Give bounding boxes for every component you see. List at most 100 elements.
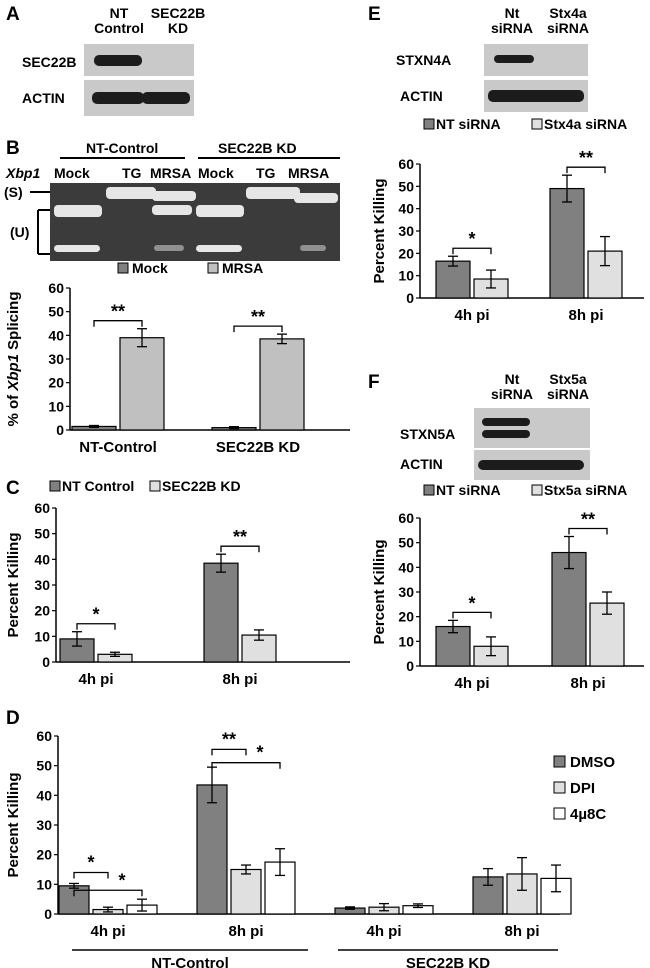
legend-swatch [149, 480, 161, 492]
xbp1-gel-image [50, 183, 340, 261]
bar [196, 784, 228, 915]
lane-label-mock: Mock [198, 165, 234, 181]
y-tick-label: 20 [34, 603, 50, 619]
panel-letter-e: E [368, 4, 381, 25]
significance-bracket [452, 611, 492, 619]
y-tick-label: 40 [398, 559, 414, 575]
significance-label: * [92, 605, 99, 625]
y-axis-label: Percent Killing [5, 772, 22, 877]
y-tick-label: 60 [48, 280, 64, 296]
bar [549, 187, 585, 299]
y-tick-label: 30 [398, 584, 414, 600]
gel-band [106, 187, 156, 199]
xbp1-splicing-chart: 0 10 20 30 40 50 60 % of Xbp1 Splicing NT-Contro… [5, 262, 350, 456]
significance-label: * [468, 229, 475, 249]
significance-label: ** [251, 307, 265, 327]
y-tick-label: 10 [36, 876, 52, 892]
western-blot-stxn5a [474, 408, 590, 448]
gel-band [196, 245, 242, 252]
gel-band [196, 205, 244, 217]
legend-label: Mock [132, 262, 168, 276]
percent-killing-chart-d: 0 10 20 30 40 50 60 Percent Killing 4h pi 8h pi 4h… [5, 728, 615, 968]
legend-label: NT Control [62, 478, 134, 494]
group-label-nt-control: NT-Control [86, 140, 159, 156]
blot-band [488, 90, 584, 102]
significance-bracket [76, 623, 116, 630]
significance-label: ** [111, 302, 125, 322]
col-label-nt-sirna: Nt siRNA [490, 371, 533, 402]
significance-bracket [452, 247, 492, 255]
y-tick-label: 30 [398, 223, 414, 239]
y-axis-label: Percent Killing [371, 178, 388, 283]
x-tick-label: SEC22B KD [216, 439, 300, 456]
y-tick-label: 50 [34, 526, 50, 542]
significance-bracket [566, 166, 606, 174]
y-tick-label: 0 [44, 906, 52, 922]
group-label: SEC22B KD [406, 955, 490, 968]
group-label: NT-Control [151, 955, 228, 968]
significance-bracket [73, 889, 143, 897]
significance-bracket [93, 320, 143, 327]
panel-letter-d: D [6, 708, 20, 729]
gel-band [54, 245, 100, 252]
significance-label: * [118, 870, 125, 890]
group-bracket-line [198, 157, 340, 159]
legend-label: DMSO [570, 754, 615, 771]
significance-label: ** [581, 510, 595, 530]
significance-label: * [256, 743, 263, 763]
lane-label-mrsa: MRSA [288, 165, 330, 181]
significance-label: * [87, 852, 94, 872]
legend-swatch [207, 262, 219, 274]
col-label-stx4a-sirna: Stx4a siRNA [546, 5, 589, 36]
x-tick-label: NT-Control [79, 439, 156, 456]
significance-bracket [211, 762, 281, 769]
row-label-stxn4a: STXN4A [396, 52, 452, 68]
y-axis-label: Percent Killing [371, 539, 388, 644]
y-tick-label: 20 [36, 847, 52, 863]
gel-band [152, 205, 192, 215]
y-tick-label: 10 [48, 398, 64, 414]
bar [241, 634, 277, 663]
legend-swatch [531, 484, 543, 496]
blot-band [482, 430, 530, 438]
legend-swatch [553, 781, 566, 794]
blot-band [92, 92, 144, 104]
y-tick-label: 30 [34, 577, 50, 593]
y-tick-label: 40 [36, 787, 52, 803]
y-axis-label: Percent Killing [5, 532, 22, 637]
legend-swatch [117, 262, 129, 274]
western-blot-sec22b [84, 44, 194, 76]
bar [259, 338, 305, 431]
significance-label: ** [579, 148, 593, 168]
x-tick-label: 8h pi [568, 307, 603, 324]
blot-band [142, 92, 190, 104]
blot-band [482, 418, 530, 426]
western-blot-actin [474, 450, 590, 480]
y-tick-label: 0 [42, 654, 50, 670]
y-tick-label: 60 [34, 500, 50, 516]
y-tick-label: 60 [398, 510, 414, 526]
significance-bracket [220, 545, 260, 553]
row-label-stxn5a: STXN5A [400, 426, 456, 442]
y-tick-label: 20 [398, 245, 414, 261]
legend-label: DPI [570, 780, 595, 797]
legend-swatch [423, 484, 435, 496]
lane-label-tg: TG [256, 165, 276, 181]
lane-label-tg: TG [122, 165, 142, 181]
bar [435, 260, 471, 299]
y-tick-label: 40 [48, 327, 64, 343]
legend-label: MRSA [222, 262, 263, 276]
row-label-actin: ACTIN [400, 456, 443, 472]
legend-swatch [423, 118, 435, 130]
y-tick-label: 50 [398, 178, 414, 194]
row-label-sec22b: SEC22B [22, 54, 77, 70]
y-axis-label: % of Xbp1 Splicing [5, 291, 22, 426]
xbp1-label: Xbp1 [6, 165, 41, 181]
legend-label: 4µ8C [570, 806, 606, 823]
legend-swatch [553, 807, 566, 820]
y-tick-label: 0 [406, 290, 414, 306]
panel-letter-b: B [6, 138, 20, 159]
x-tick-label: 8h pi [504, 923, 539, 940]
